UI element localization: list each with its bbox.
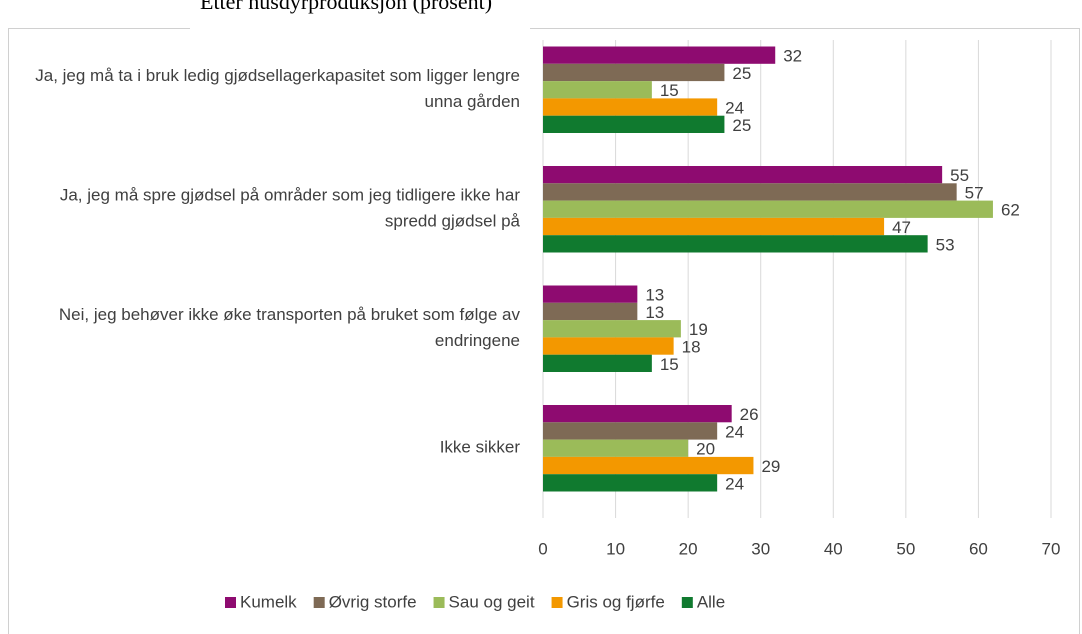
- data-label: 47: [892, 218, 911, 237]
- bar: [543, 98, 718, 116]
- data-label: 62: [1001, 201, 1020, 220]
- bar: [543, 285, 638, 303]
- bar: [543, 200, 993, 218]
- legend-label: Sau og geit: [449, 592, 535, 611]
- data-label: 24: [725, 99, 744, 118]
- chart-title: Etter husdyrproduksjon (prosent): [200, 0, 492, 14]
- data-label: 25: [732, 116, 751, 135]
- data-label: 18: [682, 338, 701, 357]
- legend-label: Øvrig storfe: [329, 592, 417, 611]
- bar: [543, 320, 681, 338]
- legend-swatch: [551, 597, 563, 608]
- bar: [543, 354, 652, 372]
- bar: [543, 235, 928, 253]
- x-tick-label: 60: [969, 539, 988, 558]
- data-label: 26: [740, 405, 759, 424]
- data-label: 15: [660, 81, 679, 100]
- y-tick-label: Ja, jeg må ta i bruk ledig gjødsellagerk…: [35, 66, 520, 111]
- x-tick-label: 20: [679, 539, 698, 558]
- x-tick-label: 40: [824, 539, 843, 558]
- legend-swatch: [433, 597, 445, 608]
- data-label: 29: [761, 457, 780, 476]
- bar: [543, 456, 754, 475]
- data-label: 20: [696, 440, 715, 459]
- bar: [543, 166, 943, 184]
- legend-label: Kumelk: [240, 592, 297, 611]
- chart-border: [8, 28, 1080, 634]
- data-label: 32: [783, 47, 802, 66]
- x-tick-label: 70: [1042, 539, 1061, 558]
- bar: [543, 63, 725, 82]
- legend-swatch: [313, 597, 325, 608]
- x-tick-label: 50: [896, 539, 915, 558]
- data-label: 55: [950, 166, 969, 185]
- legend-swatch: [681, 597, 693, 608]
- y-tick-label: Ikke sikker: [440, 438, 521, 457]
- data-label: 53: [936, 235, 955, 254]
- bar: [543, 81, 652, 99]
- data-label: 19: [689, 320, 708, 339]
- data-label: 24: [725, 422, 744, 441]
- x-tick-label: 10: [606, 539, 625, 558]
- bar: [543, 217, 885, 236]
- data-label: 24: [725, 474, 744, 493]
- x-tick-label: 0: [538, 539, 547, 558]
- y-tick-label: Nei, jeg behøver ikke øke transporten på…: [59, 305, 521, 350]
- bar: [543, 183, 957, 201]
- y-tick-label: Ja, jeg må spre gjødsel på områder som j…: [60, 186, 521, 231]
- bar: [543, 439, 689, 457]
- bar: [543, 302, 638, 321]
- data-label: 15: [660, 355, 679, 374]
- legend-label: Alle: [697, 592, 725, 611]
- data-label: 57: [965, 183, 984, 202]
- legend-swatch: [225, 597, 236, 608]
- bar: [543, 474, 718, 492]
- bar: [543, 115, 725, 133]
- bar: [543, 46, 776, 64]
- data-label: 25: [732, 64, 751, 83]
- bar: [543, 337, 674, 355]
- x-tick-label: 30: [751, 539, 770, 558]
- legend-label: Gris og fjørfe: [567, 592, 665, 611]
- data-label: 13: [645, 286, 664, 305]
- bar: [543, 422, 718, 440]
- bar: [543, 405, 732, 423]
- data-label: 13: [645, 303, 664, 322]
- title-backdrop: [190, 0, 530, 30]
